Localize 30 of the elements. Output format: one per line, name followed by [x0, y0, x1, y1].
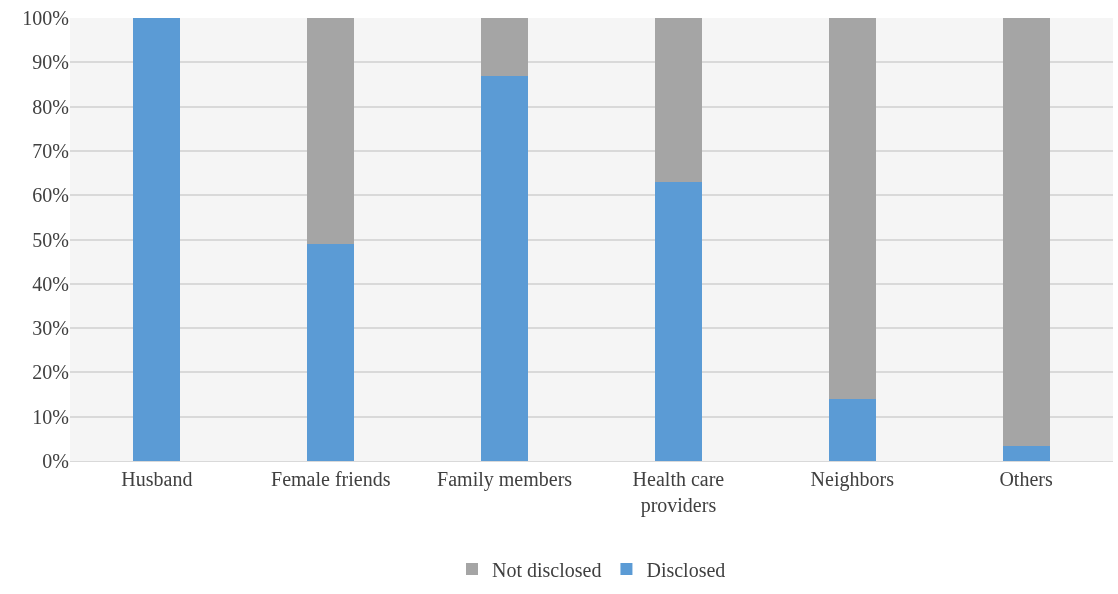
bar: [654, 181, 702, 461]
y-tick-label: 30%: [32, 317, 69, 340]
legend-label: Disclosed: [646, 558, 726, 581]
x-tick-label: Others: [999, 468, 1053, 490]
bar: [133, 18, 181, 461]
bar: [481, 18, 529, 76]
y-tick-label: 50%: [32, 228, 69, 251]
x-tick-label: Neighbors: [810, 468, 895, 491]
y-tick-label: 40%: [32, 272, 69, 295]
y-tick-label: 60%: [32, 184, 69, 207]
bar: [1002, 18, 1050, 446]
y-tick-label: 10%: [32, 405, 69, 428]
y-tick-label: 100%: [22, 7, 69, 29]
y-tick-label: 90%: [32, 51, 69, 74]
bar: [1002, 445, 1050, 461]
bar: [828, 398, 876, 461]
y-tick-label: 70%: [32, 139, 69, 162]
bar: [307, 243, 355, 461]
y-tick-label: 0%: [42, 450, 69, 472]
legend-label: Not disclosed: [492, 558, 602, 581]
bar: [828, 18, 876, 399]
bar: [654, 18, 702, 182]
x-tick-label: Husband: [121, 468, 193, 490]
y-tick-label: 80%: [32, 95, 69, 118]
bar: [307, 18, 355, 244]
x-tick-label: Family members: [437, 468, 573, 491]
bar: [481, 75, 529, 461]
y-tick-label: 20%: [32, 361, 69, 384]
x-tick-label: Female friends: [271, 468, 391, 490]
x-tick-label: Health care providers: [632, 468, 725, 517]
